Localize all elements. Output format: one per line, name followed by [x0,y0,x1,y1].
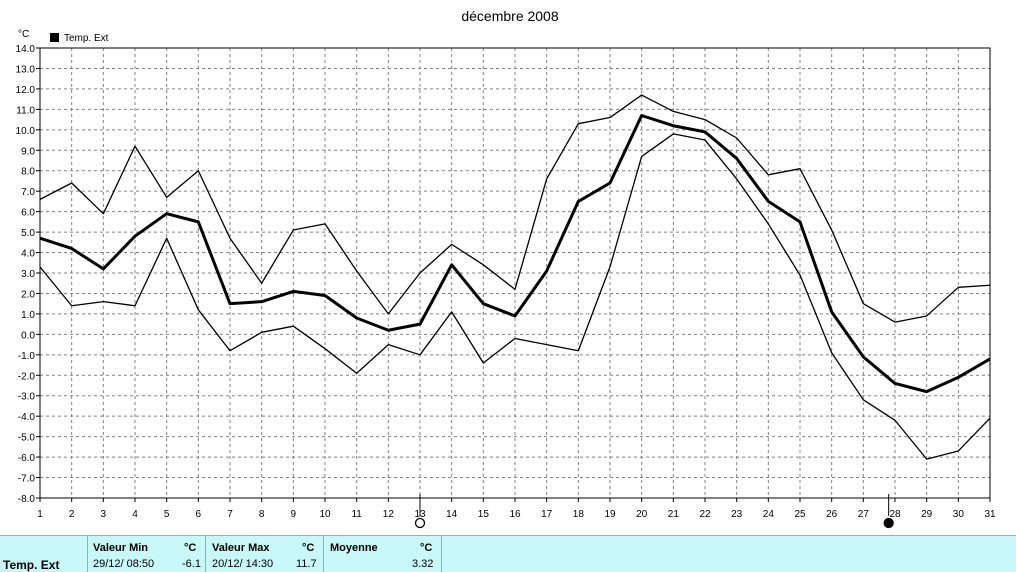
y-tick-label: 13.0 [16,64,36,75]
legend-label: Temp. Ext [64,33,109,44]
y-tick-label: 8.0 [21,167,35,178]
new-moon-icon [883,517,894,529]
series-line-moyenne [39,114,991,394]
x-tick-label: 3 [101,509,107,520]
y-tick-label: 5.0 [21,228,35,239]
x-tick-label: 23 [731,509,743,520]
y-tick-label: 7.0 [21,187,35,198]
min-unit: °C [184,542,197,554]
x-tick-label: 7 [227,509,233,520]
y-tick-label: 4.0 [21,249,35,260]
x-tick-label: 30 [953,509,965,520]
y-tick-label: 1.0 [21,310,35,321]
max-label: Valeur Max [212,542,270,554]
x-tick-label: 27 [858,509,870,520]
footer-avg-cell: Moyenne °C 3.32 [324,536,442,572]
avg-value: 3.32 [412,558,434,570]
x-tick-label: 16 [509,509,521,520]
x-tick-label: 31 [984,509,996,520]
avg-label: Moyenne [330,542,378,554]
footer-max-cell: Valeur Max °C 20/12/ 14:30 11.7 [206,536,324,572]
x-tick-label: 10 [319,509,331,520]
x-tick-label: 24 [763,509,775,520]
x-tick-label: 21 [668,509,680,520]
y-tick-label: 6.0 [21,208,35,219]
series-line-min [39,133,991,460]
temperature-chart: décembre 2008 °C Temp. Ext 14.013.012.01… [16,8,996,529]
x-tick-label: 26 [826,509,838,520]
y-tick-label: 10.0 [16,126,36,137]
x-tick-label: 28 [889,509,901,520]
x-tick-label: 17 [541,509,553,520]
full-moon-icon [414,517,426,529]
y-tick-label: -3.0 [18,392,36,403]
x-tick-label: 14 [446,509,458,520]
y-tick-label: 12.0 [16,85,36,96]
y-tick-label: 2.0 [21,289,35,300]
legend-swatch [50,33,59,42]
x-tick-label: 29 [921,509,933,520]
min-value: -6.1 [182,558,201,570]
min-date: 29/12/ 08:50 [93,558,155,570]
x-tick-label: 25 [794,509,806,520]
x-tick-label: 12 [383,509,395,520]
x-tick-label: 6 [196,509,202,520]
avg-unit: °C [420,542,433,554]
chart-title: décembre 2008 [461,8,559,24]
plot-frame [39,47,991,499]
x-tick-label: 2 [69,509,75,520]
max-value: 11.7 [296,558,317,570]
y-tick-label: -6.0 [18,453,36,464]
y-tick-label: -2.0 [18,371,36,382]
footer-name-cell: Temp. Ext [0,536,88,572]
y-tick-label: 3.0 [21,269,35,280]
y-tick-label: -8.0 [18,494,36,505]
y-tick-label: 9.0 [21,146,35,157]
x-tick-label: 11 [351,509,362,520]
x-tick-label: 19 [604,509,616,520]
y-tick-label: 14.0 [16,44,36,55]
x-tick-label: 22 [699,509,711,520]
x-tick-label: 9 [291,509,297,520]
footer-min-cell: Valeur Min °C 29/12/ 08:50 -6.1 [88,536,206,572]
series-line-max [39,94,991,323]
x-tick-label: 1 [37,509,43,520]
min-label: Valeur Min [93,542,149,554]
x-tick-label: 20 [636,509,648,520]
y-tick-label: 11.0 [16,105,35,116]
x-tick-label: 15 [478,509,490,520]
stats-footer: Temp. Ext Valeur Min °C 29/12/ 08:50 -6.… [0,535,1016,572]
y-tick-label: -5.0 [18,433,36,444]
x-tick-label: 4 [132,509,138,520]
x-tick-label: 18 [573,509,585,520]
max-date: 20/12/ 14:30 [212,558,274,570]
y-unit-label: °C [18,29,29,40]
max-unit: °C [302,542,315,554]
y-tick-label: 0.0 [21,330,35,341]
x-tick-label: 8 [259,509,265,520]
x-tick-label: 5 [164,509,170,520]
y-tick-label: -7.0 [18,474,36,485]
series-name: Temp. Ext [3,558,60,572]
y-tick-label: -1.0 [18,351,36,362]
y-tick-label: -4.0 [18,412,36,423]
